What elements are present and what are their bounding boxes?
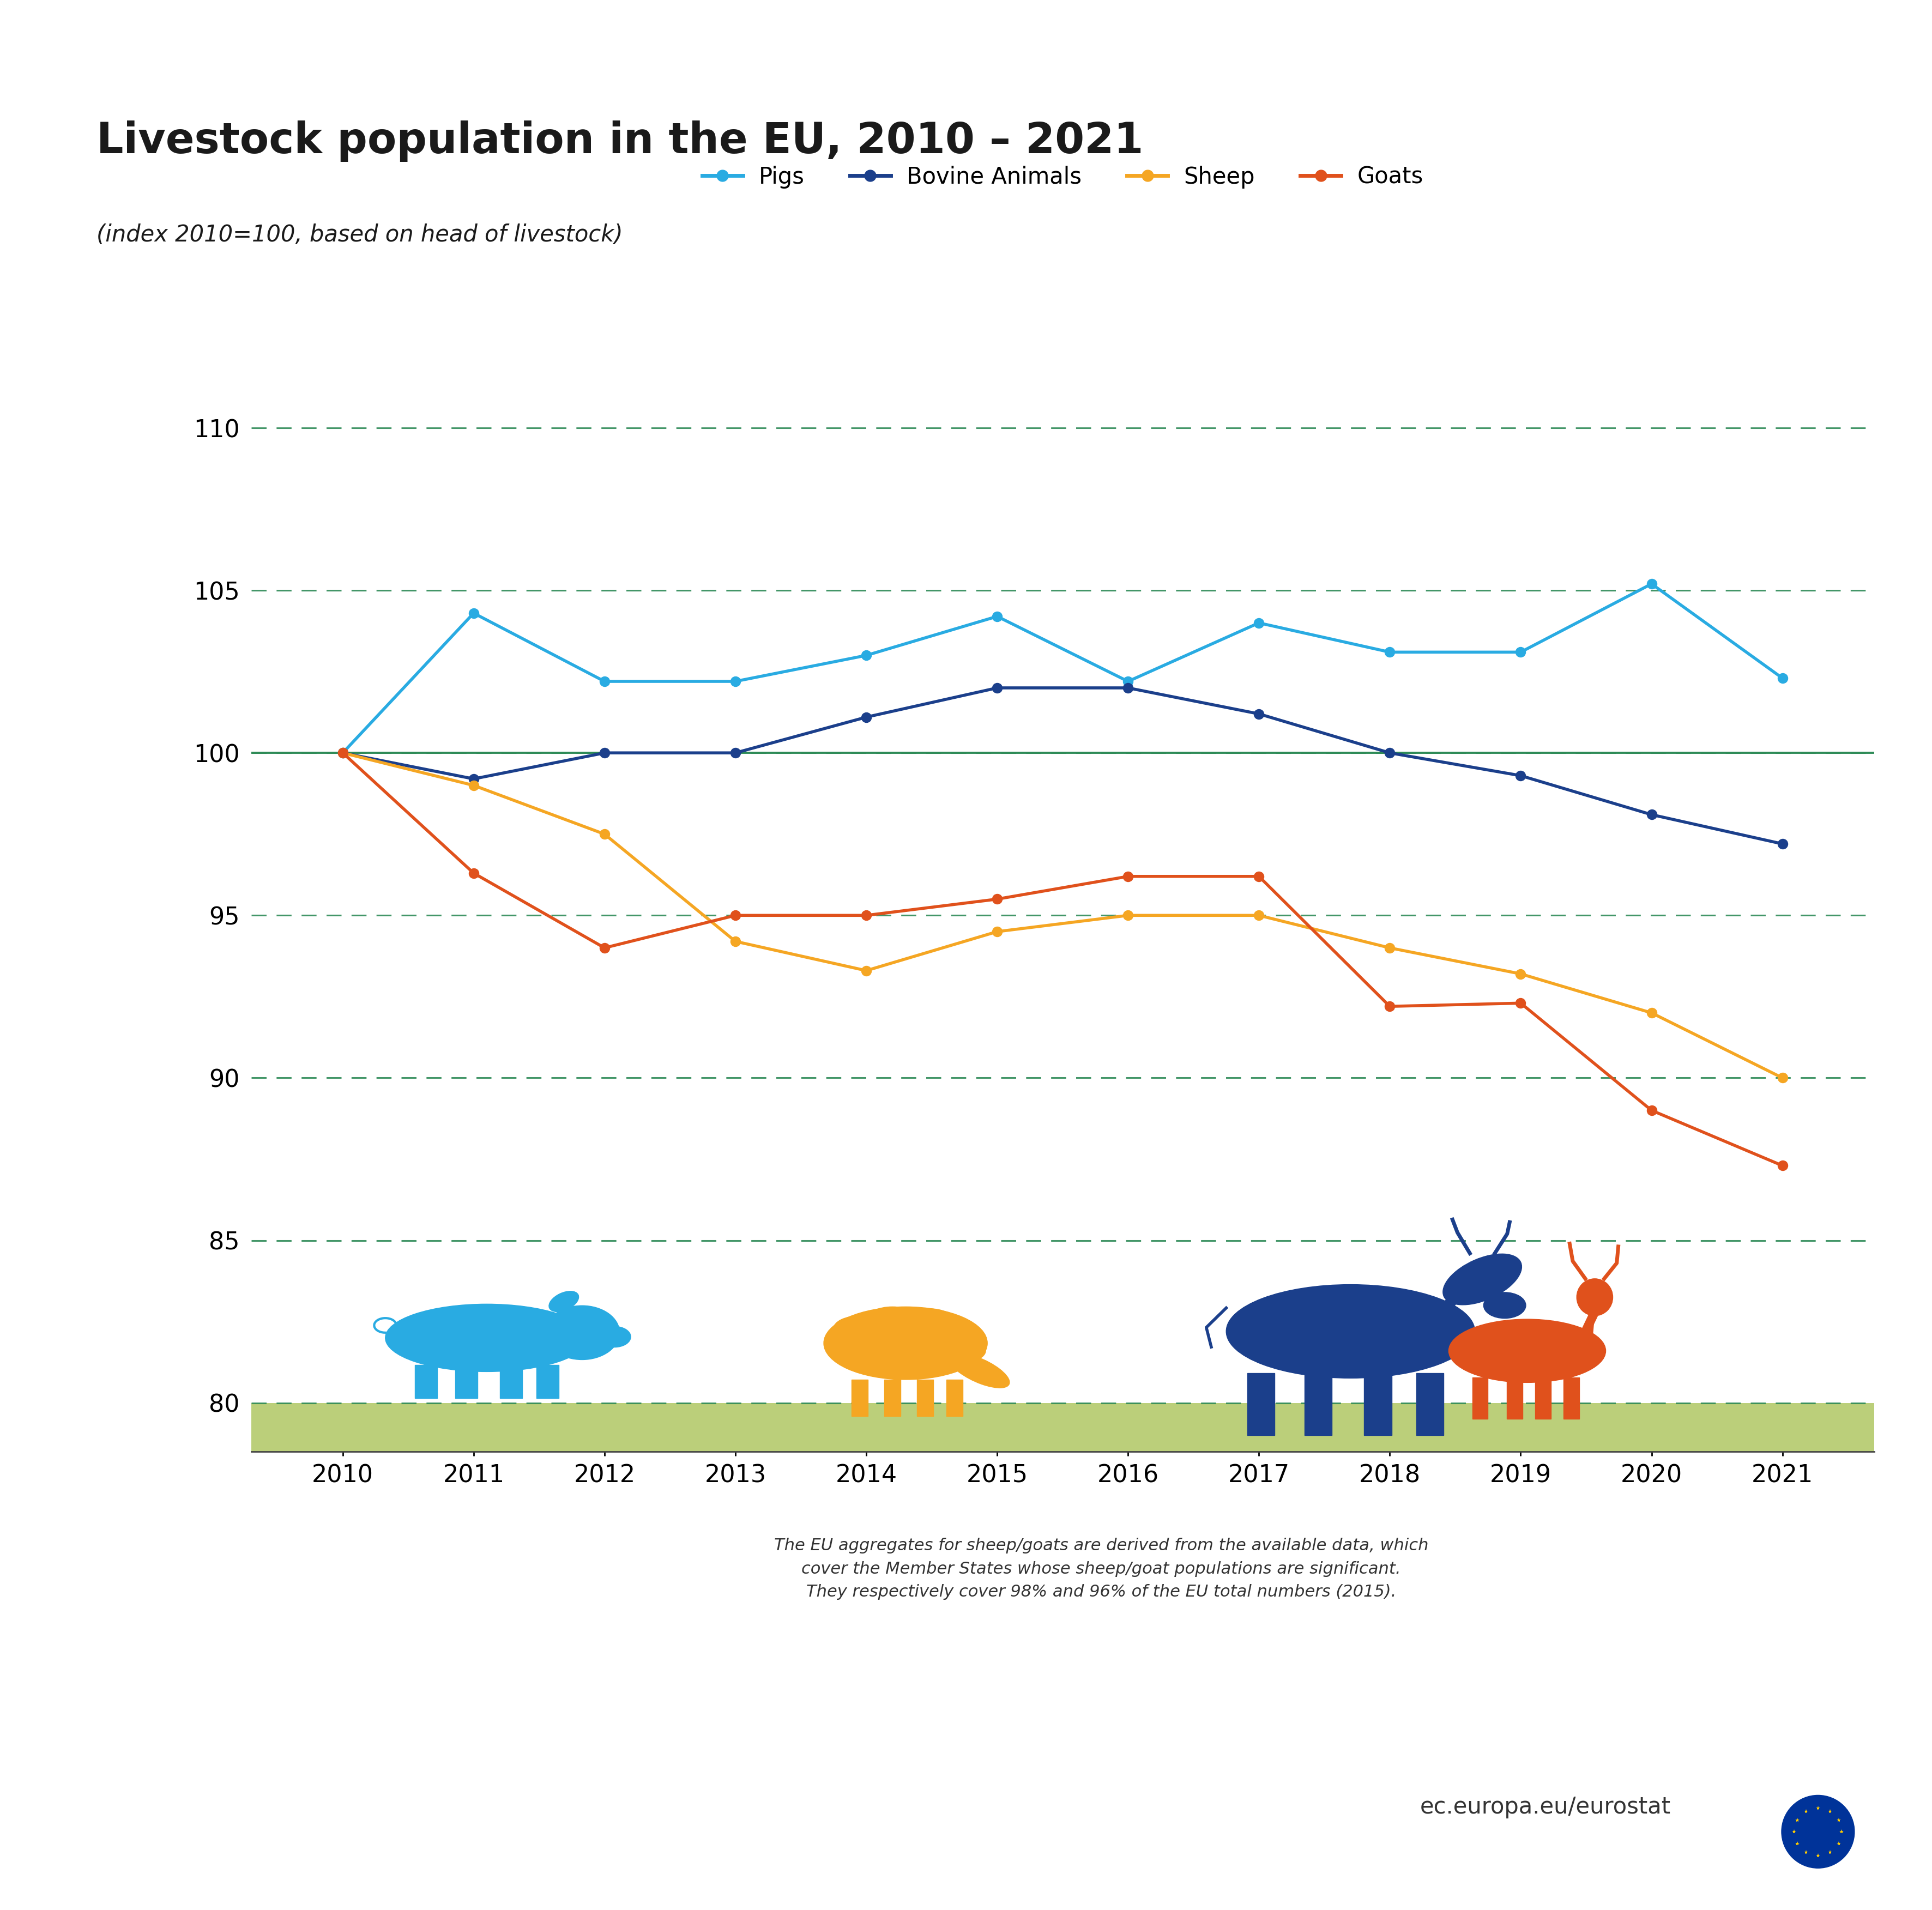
Ellipse shape <box>599 1326 630 1347</box>
Bar <box>1536 1377 1551 1419</box>
Ellipse shape <box>1484 1293 1526 1318</box>
Bar <box>1472 1377 1488 1419</box>
Ellipse shape <box>833 1316 887 1341</box>
Bar <box>456 1366 477 1398</box>
Bar <box>885 1379 900 1415</box>
Ellipse shape <box>1443 1253 1522 1305</box>
Ellipse shape <box>1577 1278 1613 1316</box>
Polygon shape <box>1439 1274 1474 1312</box>
Bar <box>852 1379 867 1415</box>
Ellipse shape <box>1227 1285 1474 1379</box>
Bar <box>1304 1373 1331 1434</box>
Bar <box>415 1366 437 1398</box>
Legend: Pigs, Bovine Animals, Sheep, Goats: Pigs, Bovine Animals, Sheep, Goats <box>694 157 1432 197</box>
Bar <box>537 1366 558 1398</box>
Ellipse shape <box>549 1291 580 1312</box>
Ellipse shape <box>866 1306 918 1333</box>
Ellipse shape <box>933 1337 985 1364</box>
Bar <box>1507 1377 1522 1419</box>
Ellipse shape <box>823 1306 987 1379</box>
Ellipse shape <box>545 1306 620 1360</box>
Bar <box>1364 1373 1391 1434</box>
Ellipse shape <box>925 1322 978 1347</box>
Ellipse shape <box>825 1333 877 1360</box>
Bar <box>251 1402 1874 1452</box>
Text: Livestock population in the EU, 2010 – 2021: Livestock population in the EU, 2010 – 2… <box>97 120 1144 162</box>
Bar <box>918 1379 933 1415</box>
Bar <box>500 1366 522 1398</box>
Bar <box>1248 1373 1275 1434</box>
Bar <box>947 1379 962 1415</box>
Text: ec.europa.eu/eurostat: ec.europa.eu/eurostat <box>1420 1795 1671 1818</box>
Bar <box>1563 1377 1578 1419</box>
Text: The EU aggregates for sheep/goats are derived from the available data, which
cov: The EU aggregates for sheep/goats are de… <box>775 1538 1428 1601</box>
Polygon shape <box>1578 1308 1600 1339</box>
Bar <box>1416 1373 1443 1434</box>
Circle shape <box>1781 1795 1855 1868</box>
Ellipse shape <box>1449 1320 1605 1383</box>
Ellipse shape <box>384 1305 587 1371</box>
Ellipse shape <box>949 1352 1010 1389</box>
Ellipse shape <box>902 1308 954 1333</box>
Text: (index 2010=100, based on head of livestock): (index 2010=100, based on head of livest… <box>97 223 622 246</box>
